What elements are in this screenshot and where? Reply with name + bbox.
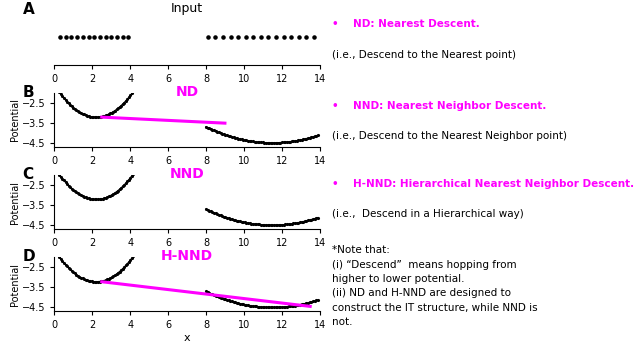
Text: (i.e.,  Descend in a Hierarchical way): (i.e., Descend in a Hierarchical way) (332, 209, 524, 219)
Text: (i.e., Descend to the Nearest point): (i.e., Descend to the Nearest point) (332, 49, 516, 60)
X-axis label: x: x (184, 333, 190, 343)
Text: B: B (22, 84, 34, 100)
Text: (i.e., Descend to the Nearest Neighbor point): (i.e., Descend to the Nearest Neighbor p… (332, 131, 566, 141)
Text: H-NND: Hierarchical Nearest Neighbor Descent.: H-NND: Hierarchical Nearest Neighbor Des… (353, 179, 635, 189)
Text: Input: Input (171, 2, 203, 15)
Y-axis label: Potential: Potential (10, 181, 20, 224)
Text: ND: Nearest Descent.: ND: Nearest Descent. (353, 19, 480, 29)
Text: C: C (22, 167, 34, 182)
Text: NND: Nearest Neighbor Descent.: NND: Nearest Neighbor Descent. (353, 101, 547, 111)
Text: *Note that:
(i) “Descend”  means hopping from
higher to lower potential.
(ii) ND: *Note that: (i) “Descend” means hopping … (332, 245, 537, 327)
Text: D: D (22, 249, 35, 264)
Text: ND: ND (175, 84, 198, 99)
Text: •: • (332, 179, 339, 189)
Y-axis label: Potential: Potential (10, 263, 20, 306)
Y-axis label: Potential: Potential (10, 98, 20, 141)
Text: H-NND: H-NND (161, 249, 213, 263)
Text: NND: NND (170, 167, 204, 181)
Text: A: A (22, 2, 35, 17)
Text: •: • (332, 101, 339, 111)
Text: •: • (332, 19, 339, 29)
